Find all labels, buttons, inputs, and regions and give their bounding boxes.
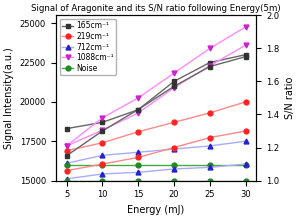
1088cm⁻¹ <box>100 129 104 132</box>
Noise <box>136 164 140 166</box>
165cm⁻¹ <box>100 121 104 124</box>
165cm⁻¹ <box>244 53 247 56</box>
1088cm⁻¹ <box>136 111 140 114</box>
Noise <box>208 164 212 166</box>
Noise <box>172 164 176 166</box>
219cm⁻¹ <box>244 101 247 103</box>
1088cm⁻¹ <box>65 145 68 147</box>
1088cm⁻¹ <box>244 44 247 47</box>
Line: Noise: Noise <box>64 162 248 167</box>
Noise <box>100 164 104 166</box>
219cm⁻¹ <box>208 111 212 114</box>
219cm⁻¹ <box>136 131 140 133</box>
1088cm⁻¹ <box>208 64 212 67</box>
Line: 219cm⁻¹: 219cm⁻¹ <box>64 99 248 153</box>
712cm⁻¹ <box>65 162 68 164</box>
219cm⁻¹ <box>65 149 68 152</box>
165cm⁻¹ <box>208 61 212 64</box>
Y-axis label: Signal Intensity(a.u.): Signal Intensity(a.u.) <box>4 47 14 149</box>
Line: 1088cm⁻¹: 1088cm⁻¹ <box>64 43 248 148</box>
219cm⁻¹ <box>172 121 176 124</box>
Noise <box>65 164 68 166</box>
712cm⁻¹ <box>208 145 212 147</box>
712cm⁻¹ <box>172 148 176 150</box>
X-axis label: Energy (mJ): Energy (mJ) <box>127 205 185 215</box>
165cm⁻¹ <box>136 108 140 111</box>
165cm⁻¹ <box>172 80 176 83</box>
1088cm⁻¹ <box>172 87 176 89</box>
Noise <box>244 164 247 166</box>
Y-axis label: S/N ratio: S/N ratio <box>285 77 295 119</box>
Line: 165cm⁻¹: 165cm⁻¹ <box>64 52 248 131</box>
712cm⁻¹ <box>244 140 247 143</box>
Title: Signal of Aragonite and its S/N ratio following Energy(5m): Signal of Aragonite and its S/N ratio fo… <box>31 4 281 13</box>
712cm⁻¹ <box>100 154 104 157</box>
165cm⁻¹ <box>65 127 68 130</box>
712cm⁻¹ <box>136 151 140 154</box>
Legend: 165cm⁻¹, 219cm⁻¹, 712cm⁻¹, 1088cm⁻¹, Noise: 165cm⁻¹, 219cm⁻¹, 712cm⁻¹, 1088cm⁻¹, Noi… <box>60 19 116 75</box>
219cm⁻¹ <box>100 141 104 144</box>
Line: 712cm⁻¹: 712cm⁻¹ <box>64 139 248 166</box>
